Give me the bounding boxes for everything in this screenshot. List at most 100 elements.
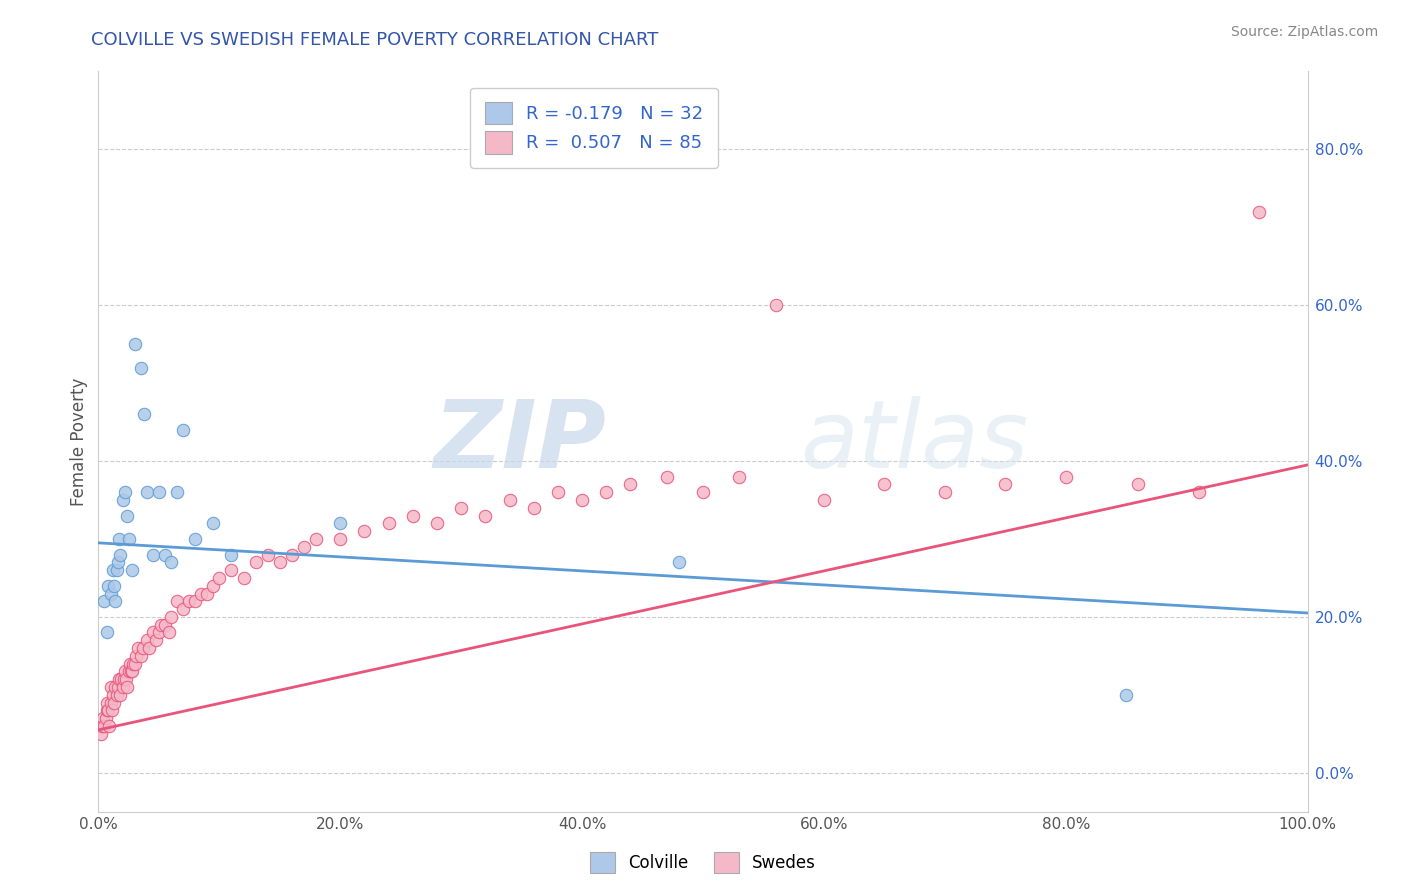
Point (101, 563, 124, 577)
Point (377, 516, 399, 531)
Point (153, 617, 176, 632)
Point (96, 703, 118, 717)
Point (329, 532, 352, 546)
Point (1249, 204, 1271, 219)
Point (1188, 485, 1211, 500)
Point (281, 548, 304, 562)
Point (1128, 477, 1150, 491)
Point (111, 680, 134, 694)
Point (91, 711, 114, 725)
Point (148, 625, 170, 640)
Point (135, 633, 157, 648)
Point (118, 657, 141, 671)
Point (114, 485, 136, 500)
Point (179, 594, 201, 608)
Point (124, 657, 146, 671)
Point (232, 571, 254, 585)
Text: ZIP: ZIP (433, 395, 606, 488)
Point (104, 594, 127, 608)
Point (426, 516, 449, 531)
Point (994, 477, 1017, 491)
Point (160, 555, 183, 569)
Point (108, 672, 131, 686)
Point (124, 337, 146, 351)
Point (934, 485, 956, 500)
Point (120, 665, 142, 679)
Point (668, 555, 690, 569)
Point (108, 532, 131, 546)
Point (100, 586, 122, 600)
Point (166, 594, 188, 608)
Point (208, 571, 231, 585)
Point (269, 555, 291, 569)
Point (571, 493, 593, 508)
Y-axis label: Female Poverty: Female Poverty (70, 377, 89, 506)
Point (118, 665, 141, 679)
Point (450, 500, 472, 515)
Point (142, 548, 165, 562)
Point (692, 485, 714, 500)
Point (195, 586, 218, 600)
Point (402, 508, 425, 523)
Point (117, 508, 139, 523)
Point (105, 563, 128, 577)
Point (125, 648, 148, 663)
Point (100, 703, 122, 717)
Point (523, 500, 546, 515)
Point (121, 665, 143, 679)
Point (97, 579, 120, 593)
Point (91, 719, 114, 733)
Point (103, 579, 125, 593)
Point (129, 360, 152, 375)
Point (157, 625, 180, 640)
Point (132, 641, 155, 656)
Point (122, 657, 145, 671)
Point (184, 594, 207, 608)
Point (595, 485, 617, 500)
Point (202, 516, 225, 531)
Point (655, 469, 678, 483)
Point (256, 548, 278, 562)
Point (765, 298, 787, 312)
Point (160, 610, 183, 624)
Text: atlas: atlas (800, 396, 1028, 487)
Point (728, 469, 751, 483)
Point (115, 672, 138, 686)
Point (118, 532, 141, 546)
Point (114, 665, 136, 679)
Point (172, 602, 194, 616)
Point (96, 625, 118, 640)
Point (93, 594, 115, 608)
Point (94, 711, 117, 725)
Point (329, 516, 352, 531)
Point (108, 688, 131, 702)
Point (111, 493, 134, 508)
Point (129, 648, 152, 663)
Point (145, 633, 167, 648)
Point (90, 727, 112, 741)
Point (107, 680, 129, 694)
Point (101, 688, 124, 702)
Point (1115, 688, 1137, 702)
Point (117, 680, 139, 694)
Point (148, 485, 170, 500)
Point (112, 672, 135, 686)
Point (121, 563, 143, 577)
Point (100, 696, 122, 710)
Point (107, 555, 129, 569)
Point (97, 703, 120, 717)
Text: Source: ZipAtlas.com: Source: ZipAtlas.com (1230, 25, 1378, 39)
Point (153, 548, 176, 562)
Point (93, 719, 115, 733)
Point (221, 563, 243, 577)
Point (127, 641, 149, 656)
Legend: R = -0.179   N = 32, R =  0.507   N = 85: R = -0.179 N = 32, R = 0.507 N = 85 (470, 87, 717, 168)
Point (96, 696, 118, 710)
Point (1054, 469, 1077, 483)
Point (104, 680, 127, 694)
Point (292, 540, 315, 554)
Point (108, 548, 131, 562)
Point (245, 555, 267, 569)
Point (166, 485, 188, 500)
Legend: Colville, Swedes: Colville, Swedes (583, 846, 823, 880)
